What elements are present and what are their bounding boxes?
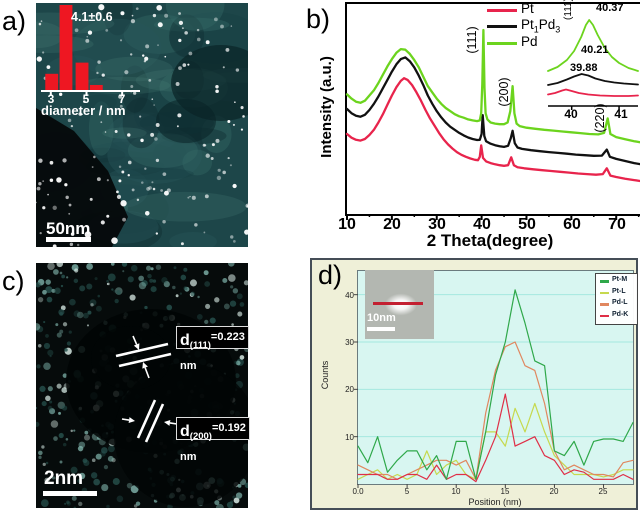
xrd-legend-swatch bbox=[487, 42, 517, 45]
inset-peak-value-pt: 39.88 bbox=[570, 62, 598, 74]
eds-xtick: 20 bbox=[549, 487, 559, 496]
inset-peak-value-pd: 40.37 bbox=[596, 2, 624, 14]
hist-xtick: 7 bbox=[118, 92, 126, 106]
xrd-xtick: 20 bbox=[383, 216, 401, 233]
panel-label-c: c) bbox=[2, 266, 25, 296]
eds-legend-label: Pt-L bbox=[612, 287, 626, 295]
scalebar-c bbox=[43, 491, 97, 496]
eds-legend-dash bbox=[600, 280, 609, 283]
panel-label-b: b) bbox=[306, 4, 331, 34]
eds-legend-label: Pd-L bbox=[612, 299, 628, 306]
eds-ytick: 40 bbox=[345, 291, 354, 300]
xrd-ylabel: Intensity (a.u.) bbox=[318, 56, 335, 158]
peak-label-200: (200) bbox=[497, 77, 511, 107]
eds-ytick: 10 bbox=[345, 433, 354, 442]
hist-xtick: 3 bbox=[47, 92, 55, 106]
xrd-legend-label: Pd bbox=[521, 34, 538, 49]
eds-inset-image: 10nm bbox=[365, 270, 434, 339]
eds-legend-label: Pd-K bbox=[612, 310, 629, 318]
xrd-frame bbox=[345, 2, 640, 220]
xrd-plot bbox=[345, 28, 640, 220]
xrd-xtick: 60 bbox=[563, 216, 581, 233]
xrd-xtick: 50 bbox=[518, 216, 536, 233]
inset-scalebar-label: 10nm bbox=[367, 312, 396, 324]
scalebar-label-c: 2nm bbox=[44, 468, 84, 489]
dspacing-label-200: d(200)=0.192 nm bbox=[176, 417, 250, 463]
xrd-xtick: 70 bbox=[608, 216, 626, 233]
eds-xlabel: Position (nm) bbox=[468, 497, 522, 507]
xrd-legend-swatch bbox=[487, 9, 517, 12]
tem-image-a bbox=[36, 3, 248, 247]
eds-xtick: 25 bbox=[598, 487, 608, 496]
panel-c: d(111)=0.223 nm d(200)=0.192 nm 2nm bbox=[36, 263, 250, 508]
panel-label-a: a) bbox=[2, 6, 27, 36]
xrd-inset-plot bbox=[547, 19, 639, 110]
histogram-inset bbox=[41, 5, 140, 96]
inset-scalebar-bar bbox=[367, 327, 395, 331]
eds-legend-dash bbox=[600, 303, 609, 306]
panel-b: b) Intensity (a.u.) 10 20 30 40 50 60 70… bbox=[306, 0, 640, 256]
xrd-xtick: 40 bbox=[473, 216, 491, 233]
xrd-xtick: 30 bbox=[428, 216, 446, 233]
eds-ytick: 20 bbox=[345, 385, 354, 394]
eds-legend-label: Pt-M bbox=[612, 276, 628, 283]
peak-label-111: (111) bbox=[465, 26, 479, 54]
xrd-xlabel: 2 Theta(degree) bbox=[426, 231, 554, 250]
eds-ytick: 30 bbox=[345, 338, 354, 347]
eds-legend-dash bbox=[600, 314, 609, 317]
dspacing-label-111: d(111)=0.223 nm bbox=[176, 326, 249, 372]
hist-xlabel: diameter / nm bbox=[41, 103, 126, 118]
eds-xtick: 10 bbox=[451, 487, 461, 496]
eds-legend-dash bbox=[600, 291, 609, 294]
eds-xtick: 0.0 bbox=[352, 487, 364, 496]
scalebar-label-a: 50nm bbox=[46, 219, 91, 238]
hist-annotation: 4.1±0.6 bbox=[71, 10, 113, 24]
inset-scan-line bbox=[373, 302, 423, 305]
panel-d: d) Counts 40 30 20 10 0.0 5 10 15 20 25 … bbox=[310, 258, 638, 510]
inset-peak-label: (111) bbox=[563, 0, 574, 20]
eds-legend: Pt-M Pt-L Pd-L Pd-K bbox=[595, 273, 638, 325]
inset-xtick: 40 bbox=[564, 107, 578, 121]
eds-xtick: 5 bbox=[404, 487, 410, 496]
xrd-legend-label: Pt1Pd3 bbox=[521, 17, 561, 35]
eds-xtick: 15 bbox=[500, 487, 510, 496]
scalebar-a bbox=[46, 237, 91, 242]
hist-xtick: 5 bbox=[82, 92, 90, 106]
xrd-xtick: 10 bbox=[338, 216, 356, 233]
xrd-legend-label: Pt bbox=[521, 1, 534, 16]
inset-peak-value-ptpd: 40.21 bbox=[581, 44, 609, 56]
inset-xtick: 41 bbox=[614, 107, 628, 121]
xrd-legend-swatch bbox=[487, 25, 517, 28]
panel-a: 4.1±0.6 3 5 7 diameter / nm 50nm bbox=[36, 3, 248, 247]
panel-label-d: d) bbox=[318, 260, 343, 290]
